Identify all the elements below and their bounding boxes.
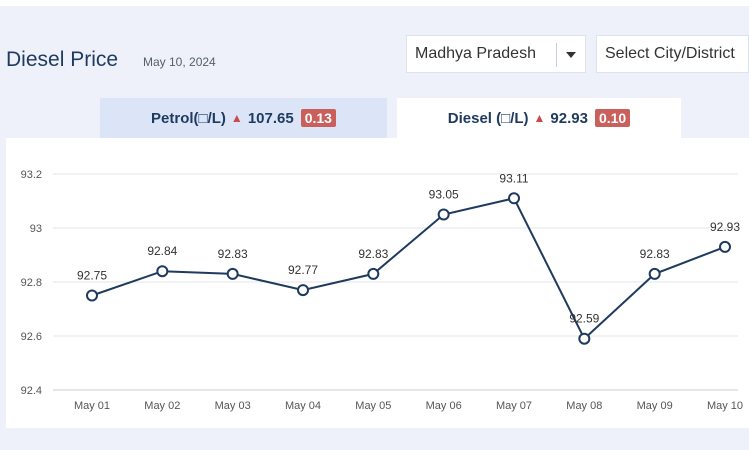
data-point <box>297 284 309 297</box>
tab-diesel-price: 92.93 <box>550 109 588 127</box>
data-label: 92.84 <box>147 244 177 258</box>
x-tick-label: May 10 <box>707 400 743 412</box>
y-tick-label: 92.8 <box>21 277 42 289</box>
y-tick-label: 93 <box>30 223 42 235</box>
data-point <box>86 289 98 302</box>
data-label: 93.05 <box>429 188 459 202</box>
x-tick-label: May 04 <box>285 400 321 412</box>
data-label: 93.11 <box>499 171 528 185</box>
date-label: May 10, 2024 <box>143 55 216 69</box>
x-tick-label: May 09 <box>637 400 673 412</box>
data-point <box>719 240 731 253</box>
data-point <box>578 332 591 345</box>
data-point <box>156 265 169 278</box>
state-select-value: Madhya Pradesh <box>415 45 536 62</box>
data-label: 92.83 <box>358 247 388 261</box>
tab-petrol[interactable]: Petrol(□/L) ▲ 107.65 0.13 <box>100 98 387 138</box>
data-label: 92.83 <box>640 247 670 261</box>
x-tick-label: May 01 <box>74 400 110 412</box>
up-arrow-icon: ▲ <box>230 111 243 125</box>
price-chart: 92.4 92.6 92.8 93 93.2 May 01 May 02 May 03 May … <box>21 169 743 412</box>
chevron-down-icon[interactable] <box>566 52 576 58</box>
city-select-placeholder: Select City/District <box>605 45 735 62</box>
y-tick-label: 92.4 <box>21 385 42 397</box>
chart-panel: 92.4 92.6 92.8 93 93.2 May 01 May 02 May 03 May … <box>6 138 749 428</box>
tab-diesel[interactable]: Diesel (□/L) ▲ 92.93 0.10 <box>397 98 681 138</box>
data-point <box>648 267 661 280</box>
tab-petrol-price: 107.65 <box>247 109 294 127</box>
data-label: 92.59 <box>569 312 599 326</box>
x-tick-label: May 08 <box>566 400 602 412</box>
header: Diesel Price May 10, 2024 Madhya Pradesh… <box>0 6 749 98</box>
up-arrow-icon: ▲ <box>533 111 546 125</box>
data-point <box>437 208 450 221</box>
x-tick-label: May 05 <box>355 400 391 412</box>
change-badge: 0.13 <box>300 109 336 127</box>
tab-diesel-label: Diesel (□/L) <box>447 109 529 127</box>
top-strip <box>0 0 749 6</box>
series-line <box>91 197 726 341</box>
x-tick-label: May 03 <box>215 400 251 412</box>
data-label: 92.83 <box>218 247 248 261</box>
x-tick-label: May 07 <box>496 400 532 412</box>
state-select[interactable]: Madhya Pradesh <box>406 35 586 73</box>
data-point <box>226 267 239 280</box>
y-tick-label: 92.6 <box>21 331 42 343</box>
x-tick-label: May 06 <box>426 400 462 412</box>
x-tick-label: May 02 <box>144 400 180 412</box>
select-divider <box>556 43 557 67</box>
change-badge: 0.10 <box>594 109 631 127</box>
data-point <box>367 267 380 280</box>
y-tick-label: 93.2 <box>21 169 42 181</box>
city-select[interactable]: Select City/District <box>596 35 749 73</box>
data-label: 92.75 <box>77 269 107 283</box>
data-label: 92.93 <box>710 220 740 234</box>
tab-petrol-label: Petrol(□/L) <box>151 109 226 127</box>
data-label: 92.77 <box>288 263 318 277</box>
data-point <box>508 192 520 205</box>
page-title: Diesel Price <box>6 48 119 71</box>
